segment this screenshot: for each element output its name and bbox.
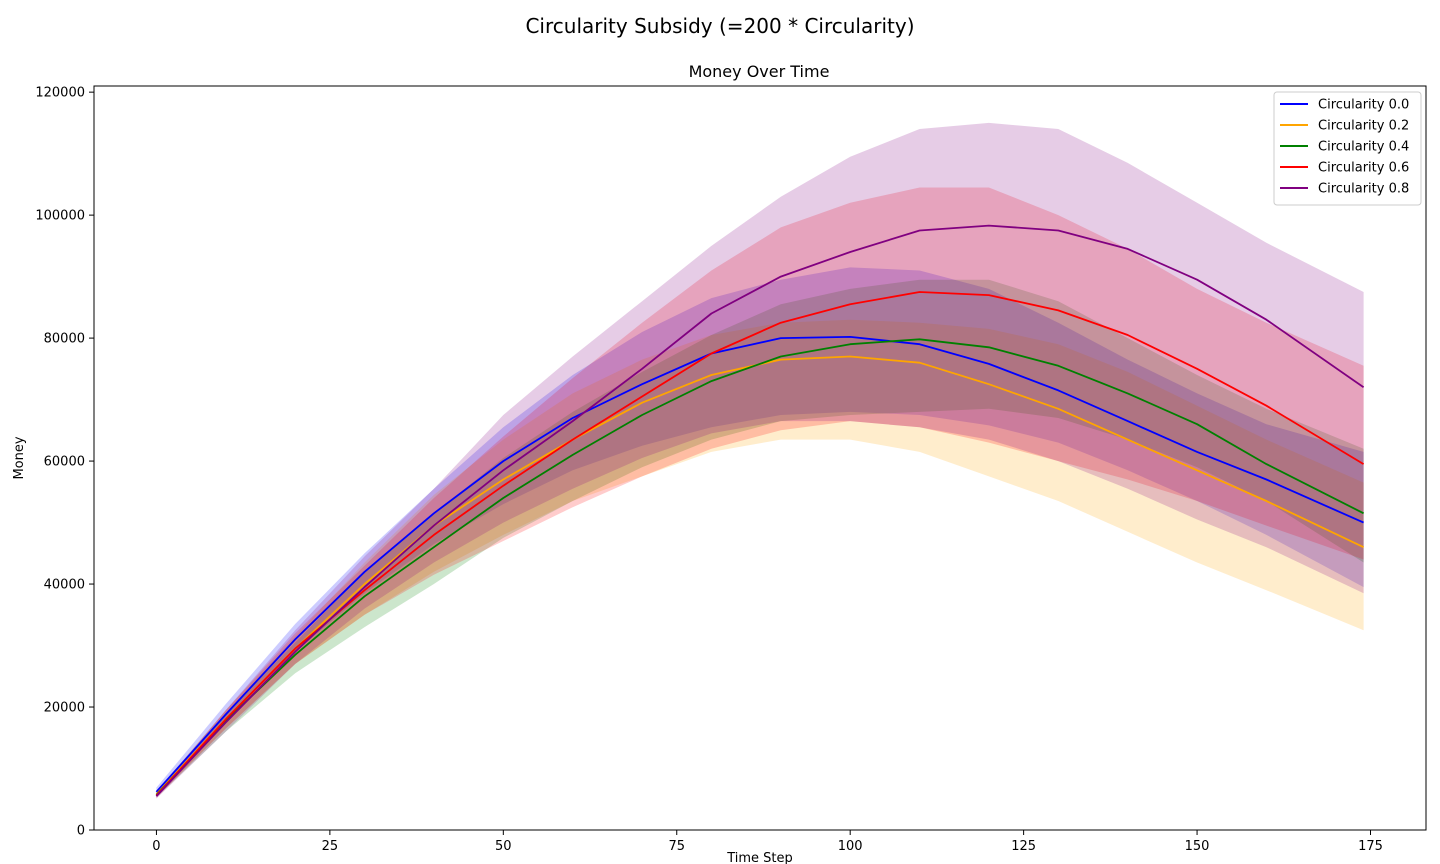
y-tick-label: 80000 xyxy=(44,332,85,347)
y-tick-label: 20000 xyxy=(44,701,85,716)
y-tick-label: 0 xyxy=(77,824,85,839)
line-series-1 xyxy=(155,355,1364,795)
band-series-4 xyxy=(156,122,1364,799)
series-lines xyxy=(155,224,1365,797)
x-axis-label: Time Step xyxy=(726,851,793,864)
legend: Circularity 0.0 Circularity 0.2 Circularit… xyxy=(1273,91,1422,206)
legend-box xyxy=(1273,91,1422,206)
y-tick-label: 40000 xyxy=(44,578,85,593)
x-axis-ticks: 0 25 50 75 100 125 150 175 xyxy=(152,830,1383,854)
legend-label: Circularity 0.4 xyxy=(1318,140,1409,155)
plot-area xyxy=(155,122,1365,799)
legend-label: Circularity 0.0 xyxy=(1318,98,1409,113)
y-axis-label: Money xyxy=(12,436,27,479)
x-tick-label: 25 xyxy=(322,839,339,854)
band-series-2 xyxy=(156,279,1364,798)
axes-frame xyxy=(93,85,1427,831)
x-tick-label: 125 xyxy=(1011,839,1036,854)
figure-suptitle: Circularity Subsidy (=200 * Circularity) xyxy=(525,14,914,38)
band-series-0 xyxy=(156,267,1364,795)
legend-label: Circularity 0.2 xyxy=(1318,119,1409,134)
legend-label: Circularity 0.8 xyxy=(1318,182,1409,197)
x-tick-label: 175 xyxy=(1358,839,1383,854)
x-tick-label: 75 xyxy=(668,839,685,854)
line-series-2 xyxy=(155,338,1365,796)
y-axis-ticks: 0 20000 40000 60000 80000 100000 120000 xyxy=(35,86,94,839)
band-series-3 xyxy=(156,187,1364,798)
y-tick-label: 120000 xyxy=(35,86,85,101)
confidence-bands xyxy=(156,122,1364,799)
x-tick-label: 100 xyxy=(838,839,863,854)
line-series-4 xyxy=(155,224,1365,797)
chart-title: Money Over Time xyxy=(689,62,830,81)
x-tick-label: 0 xyxy=(152,839,160,854)
y-tick-label: 100000 xyxy=(35,209,85,224)
line-series-3 xyxy=(155,291,1365,797)
y-tick-label: 60000 xyxy=(44,455,85,470)
x-tick-label: 150 xyxy=(1185,839,1210,854)
legend-label: Circularity 0.6 xyxy=(1318,161,1409,176)
band-series-1 xyxy=(156,319,1364,797)
line-series-0 xyxy=(155,336,1364,793)
x-tick-label: 50 xyxy=(495,839,512,854)
